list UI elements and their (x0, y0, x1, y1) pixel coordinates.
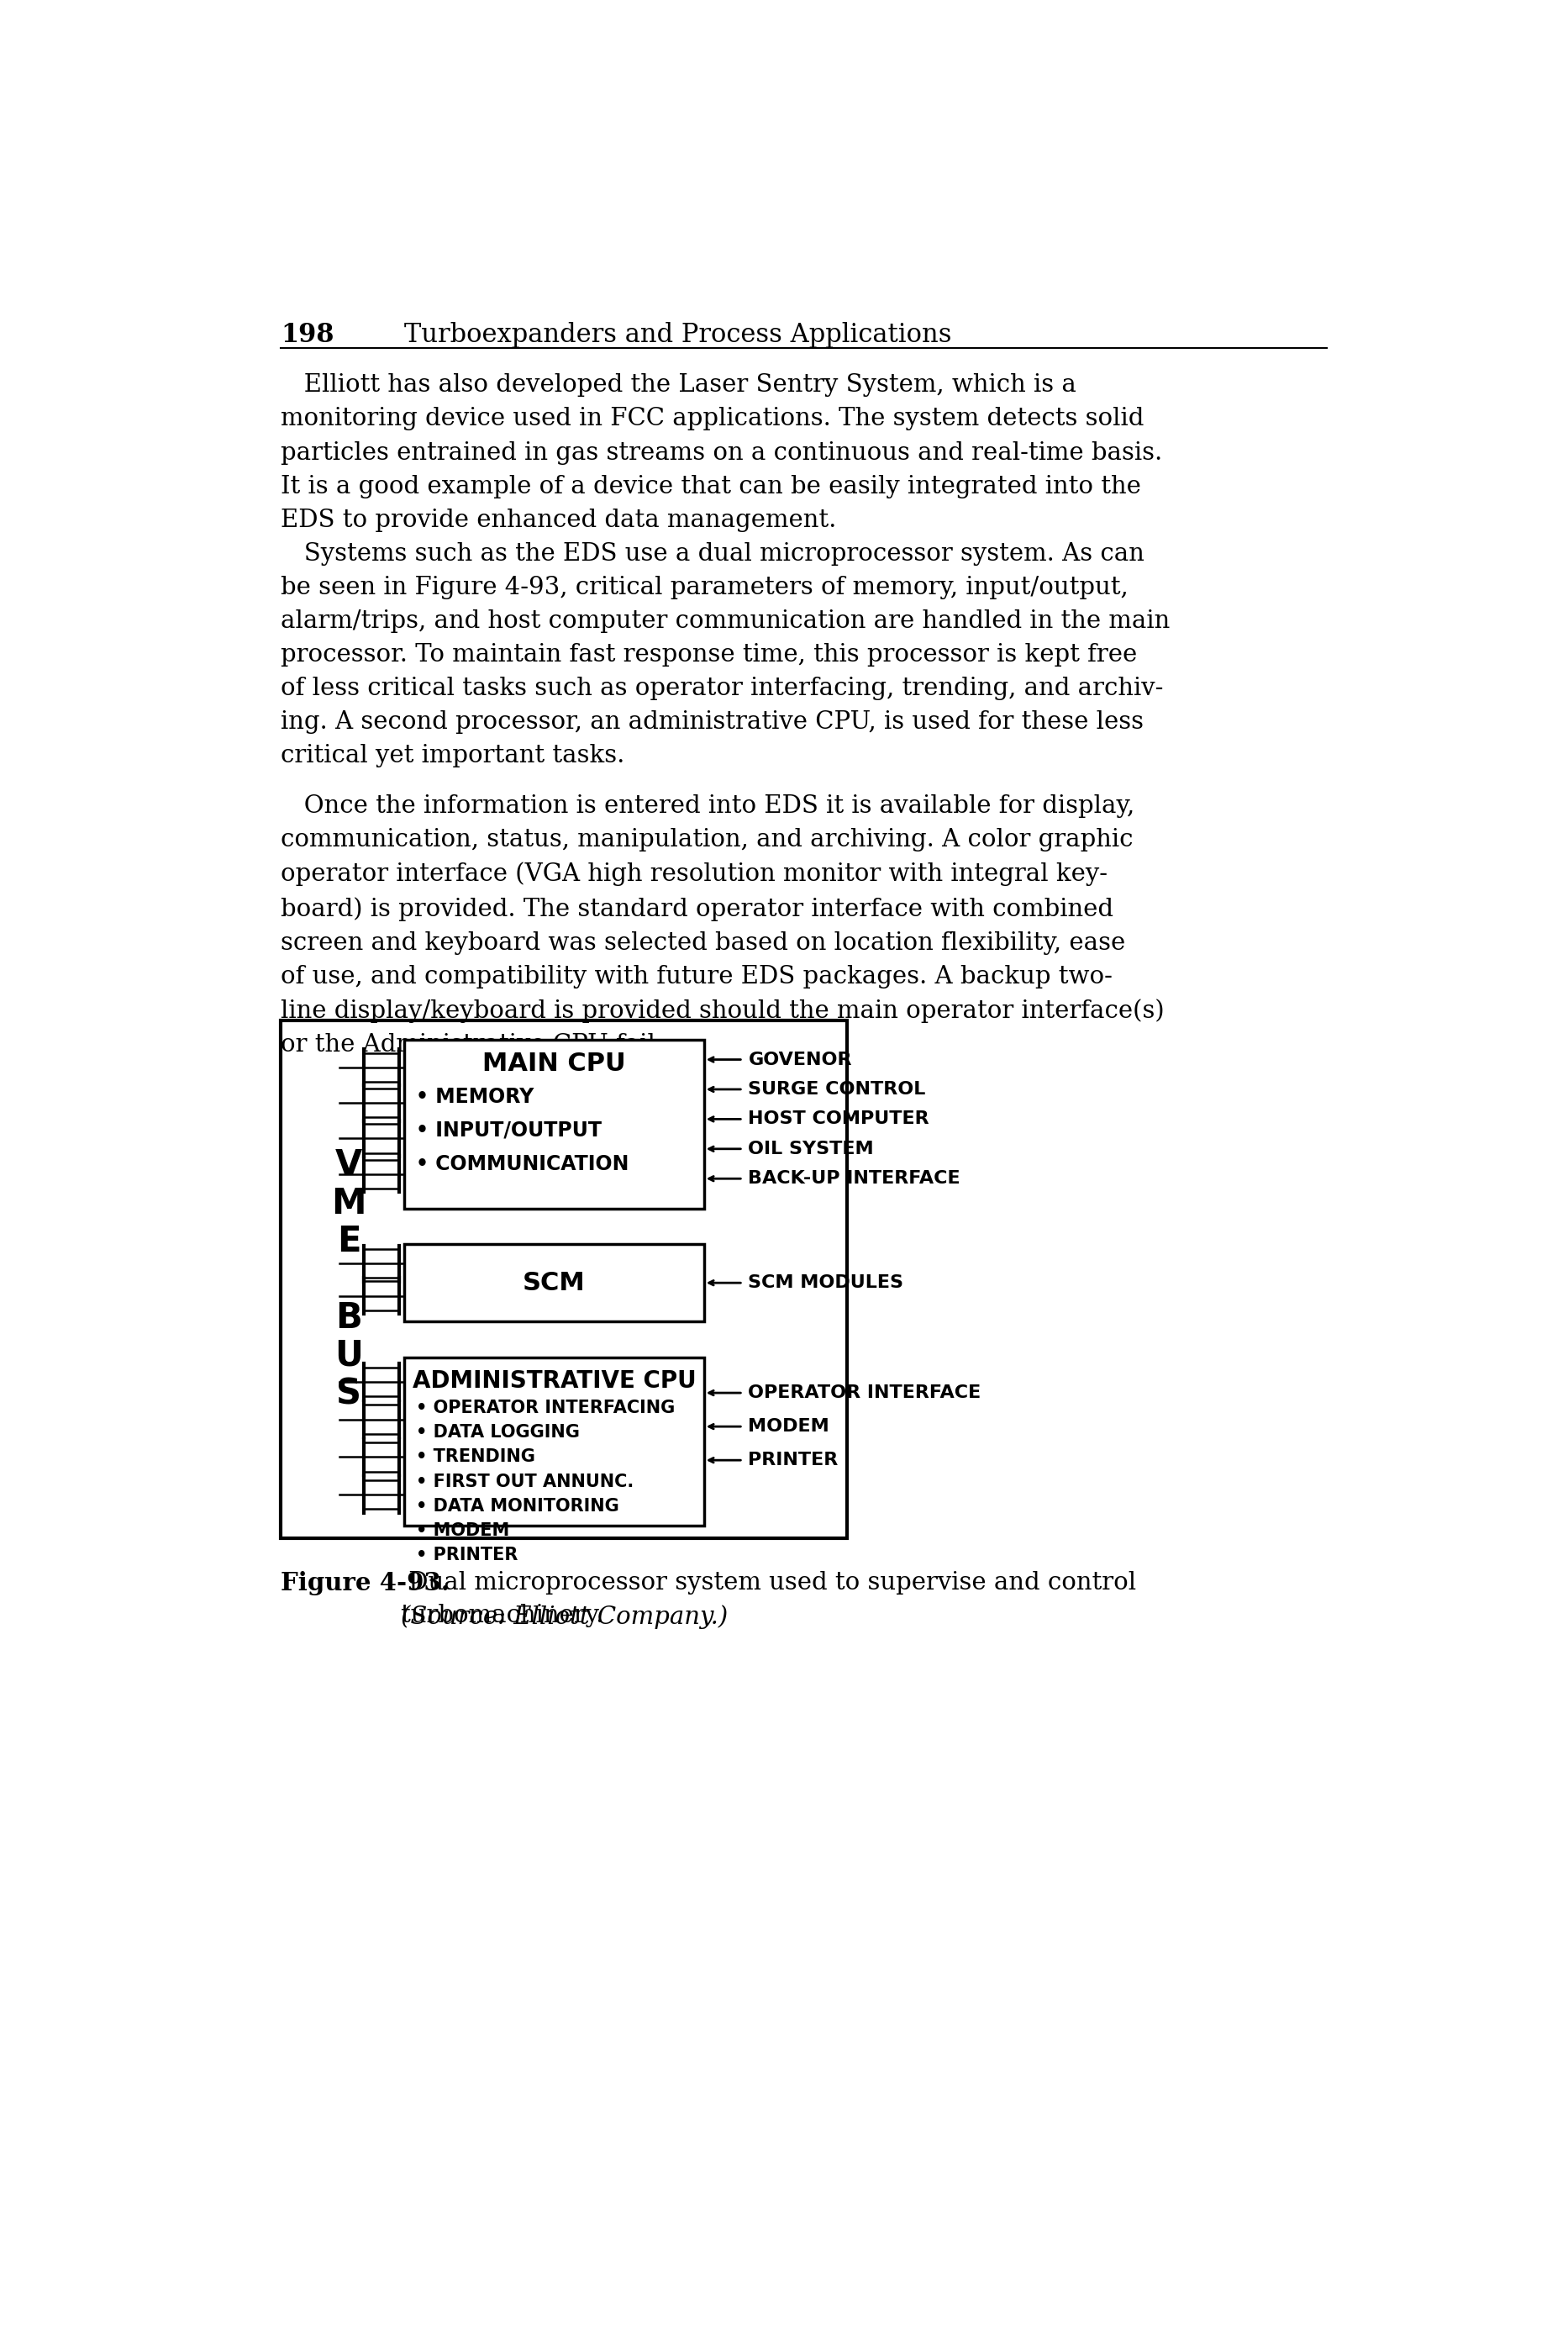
Bar (405, 1039, 704, 1209)
Text: SURGE CONTROL: SURGE CONTROL (748, 1081, 925, 1097)
Text: HOST COMPUTER: HOST COMPUTER (748, 1111, 930, 1128)
Text: MAIN CPU: MAIN CPU (483, 1051, 626, 1076)
Text: V
M
E

B
U
S: V M E B U S (331, 1149, 367, 1411)
Text: OPERATOR INTERFACE: OPERATOR INTERFACE (748, 1383, 982, 1402)
Text: • TRENDING: • TRENDING (416, 1448, 535, 1465)
Text: BACK-UP INTERFACE: BACK-UP INTERFACE (748, 1169, 961, 1188)
Text: 198: 198 (281, 321, 334, 349)
Text: GOVENOR: GOVENOR (748, 1051, 851, 1067)
Text: Systems such as the EDS use a dual microprocessor system. As can
be seen in Figu: Systems such as the EDS use a dual micro… (281, 542, 1170, 767)
Text: ADMINISTRATIVE CPU: ADMINISTRATIVE CPU (412, 1369, 696, 1393)
Text: • COMMUNICATION: • COMMUNICATION (416, 1153, 629, 1174)
Text: • MODEM: • MODEM (416, 1523, 510, 1539)
Text: • DATA MONITORING: • DATA MONITORING (416, 1497, 619, 1514)
Text: PRINTER: PRINTER (748, 1451, 839, 1469)
Bar (405, 1358, 704, 1525)
Text: (Source: Elliott Company.): (Source: Elliott Company.) (401, 1604, 728, 1630)
Text: • DATA LOGGING: • DATA LOGGING (416, 1423, 580, 1441)
Text: SCM: SCM (522, 1272, 585, 1295)
Text: Once the information is entered into EDS it is available for display,
communicat: Once the information is entered into EDS… (281, 795, 1165, 1058)
Text: • INPUT/OUTPUT: • INPUT/OUTPUT (416, 1121, 602, 1142)
Text: • FIRST OUT ANNUNC.: • FIRST OUT ANNUNC. (416, 1474, 633, 1490)
Text: Figure 4-93.: Figure 4-93. (281, 1572, 450, 1595)
Bar (405, 1244, 704, 1321)
Bar (281, 1021, 847, 1539)
Text: Turboexpanders and Process Applications: Turboexpanders and Process Applications (405, 321, 952, 349)
Text: • OPERATOR INTERFACING: • OPERATOR INTERFACING (416, 1400, 676, 1416)
Text: Dual microprocessor system used to supervise and control
turbomachinery.: Dual microprocessor system used to super… (401, 1572, 1137, 1627)
Text: SCM MODULES: SCM MODULES (748, 1274, 903, 1290)
Text: • MEMORY: • MEMORY (416, 1086, 535, 1107)
Text: Elliott has also developed the Laser Sentry System, which is a
monitoring device: Elliott has also developed the Laser Sen… (281, 374, 1162, 532)
Text: MODEM: MODEM (748, 1418, 829, 1435)
Text: OIL SYSTEM: OIL SYSTEM (748, 1142, 873, 1158)
Text: • PRINTER: • PRINTER (416, 1546, 517, 1565)
